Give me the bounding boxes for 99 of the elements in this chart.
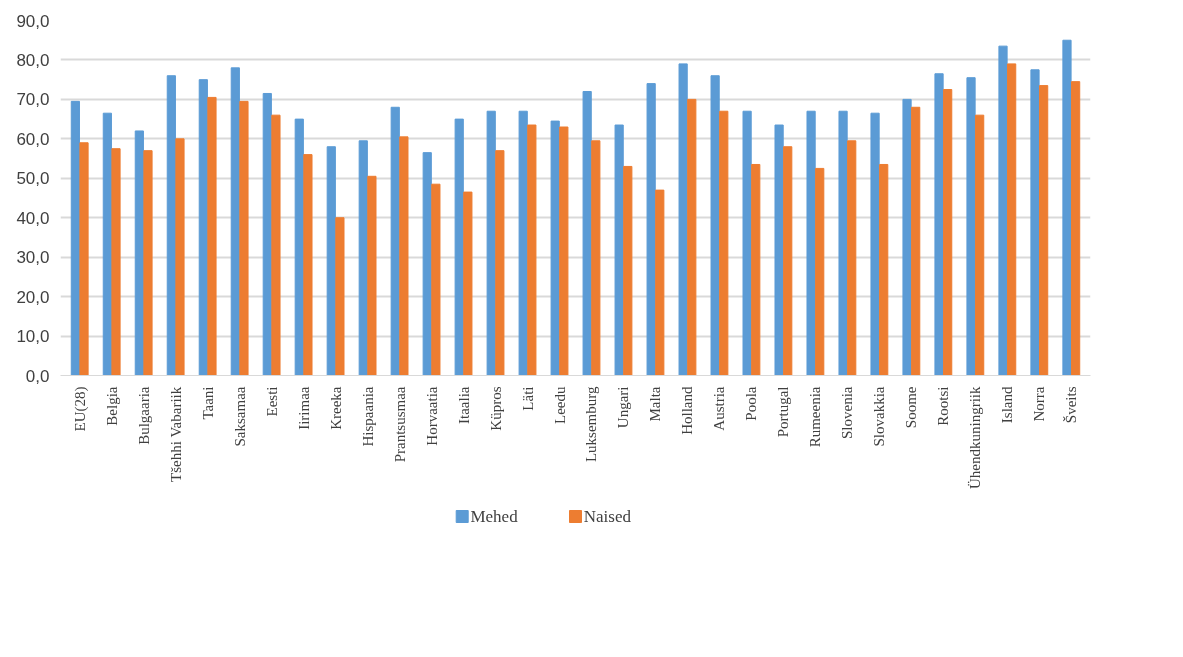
- x-tick-label: EU(28): [71, 386, 89, 432]
- bar: [111, 148, 121, 376]
- bar: [495, 150, 505, 376]
- x-tick-label: Holland: [679, 386, 696, 435]
- bar: [847, 140, 857, 376]
- x-tick-label: Küpros: [487, 386, 504, 431]
- bar: [422, 152, 432, 376]
- bar: [335, 217, 345, 376]
- x-tick-label: Island: [999, 386, 1016, 424]
- x-tick-label: Saksamaa: [231, 386, 248, 447]
- x-tick-label: Šveits: [1063, 386, 1080, 424]
- x-tick-label: Norra: [1031, 386, 1048, 422]
- bar: [1071, 81, 1081, 376]
- x-tick-label: Taani: [199, 386, 216, 420]
- bar: [175, 138, 185, 376]
- bar: [774, 124, 784, 376]
- bar: [719, 110, 729, 376]
- bar: [486, 110, 496, 376]
- x-tick-label: Bulgaaria: [135, 386, 152, 445]
- x-tick-label: Luksemburg: [583, 386, 600, 463]
- legend-label: Mehed: [470, 507, 519, 526]
- bar: [303, 154, 313, 376]
- bar: [646, 83, 656, 376]
- x-tick-label: Itaalia: [455, 386, 472, 424]
- bar: [143, 150, 153, 376]
- bar: [390, 106, 400, 376]
- x-tick-label: Läti: [519, 386, 536, 411]
- bar: [1062, 39, 1072, 376]
- bar: [582, 91, 592, 376]
- bar: [399, 136, 409, 376]
- bar: [943, 89, 953, 376]
- bar: [742, 110, 752, 376]
- bar: [614, 124, 624, 376]
- bar: [454, 118, 464, 376]
- x-tick-label: Slovakkia: [871, 386, 888, 447]
- y-tick-label: 0,0: [25, 366, 50, 386]
- bar: [783, 146, 793, 376]
- bar: [559, 126, 569, 376]
- bar: [518, 110, 528, 376]
- y-tick-label: 60,0: [16, 129, 50, 149]
- bar: [623, 165, 633, 376]
- bar: [1007, 63, 1017, 376]
- bar: [655, 189, 665, 376]
- bar: [838, 110, 848, 376]
- bar: [710, 75, 720, 376]
- bar: [902, 98, 912, 376]
- x-tick-label: Ungari: [615, 386, 632, 429]
- bar: [79, 142, 89, 376]
- x-tick-label: Iirimaa: [295, 386, 312, 430]
- x-tick-label: Portugal: [775, 386, 792, 438]
- x-tick-label: Belgia: [103, 386, 120, 426]
- y-tick-label: 30,0: [16, 248, 50, 268]
- x-tick-label: Kreeka: [327, 386, 344, 430]
- x-tick-label: Malta: [647, 386, 664, 422]
- x-tick-label: Rumeenia: [807, 386, 824, 448]
- x-tick-label: Austria: [711, 386, 728, 431]
- y-tick-label: 10,0: [16, 327, 50, 347]
- bar: [966, 77, 976, 376]
- bar: [326, 146, 336, 376]
- y-tick-label: 80,0: [16, 50, 50, 70]
- y-tick-label: 50,0: [16, 169, 50, 189]
- bar: [527, 124, 537, 376]
- x-tick-label: Prantsusmaa: [391, 386, 408, 463]
- y-tick-label: 40,0: [16, 208, 50, 228]
- bar: [239, 100, 249, 376]
- bar: [911, 106, 921, 376]
- bar: [815, 167, 825, 376]
- bar: [207, 96, 217, 376]
- x-tick-label: Poola: [743, 386, 760, 421]
- bar: [271, 114, 281, 376]
- y-tick-label: 70,0: [16, 90, 50, 110]
- bar: [975, 114, 985, 376]
- x-tick-label: Tšehhi Vabariik: [167, 386, 184, 482]
- bar: [550, 120, 560, 376]
- y-tick-label: 20,0: [16, 287, 50, 307]
- x-tick-label: Soome: [903, 386, 920, 429]
- bar: [751, 163, 761, 376]
- bar: [934, 73, 944, 376]
- bar: [998, 45, 1008, 376]
- x-tick-label: Ühendkuningriik: [967, 386, 984, 489]
- x-tick-label: Eesti: [263, 386, 280, 417]
- bar: [431, 183, 441, 376]
- bar: [1039, 85, 1049, 376]
- bar: [879, 163, 889, 376]
- bar: [687, 98, 697, 376]
- x-tick-label: Leedu: [551, 386, 568, 424]
- x-tick-label: Rootsi: [935, 386, 952, 426]
- x-tick-label: Hispaania: [359, 386, 376, 447]
- bar: [463, 191, 473, 376]
- bar: [806, 110, 816, 376]
- x-tick-label: Slovenia: [839, 386, 856, 439]
- bar: [678, 63, 688, 376]
- bar: [1030, 69, 1040, 376]
- bar: [591, 140, 601, 376]
- y-tick-label: 90,0: [16, 11, 50, 31]
- legend-label: Naised: [583, 507, 632, 526]
- bar: [367, 175, 377, 376]
- bar: [870, 112, 880, 376]
- x-tick-label: Horvaatia: [423, 386, 440, 446]
